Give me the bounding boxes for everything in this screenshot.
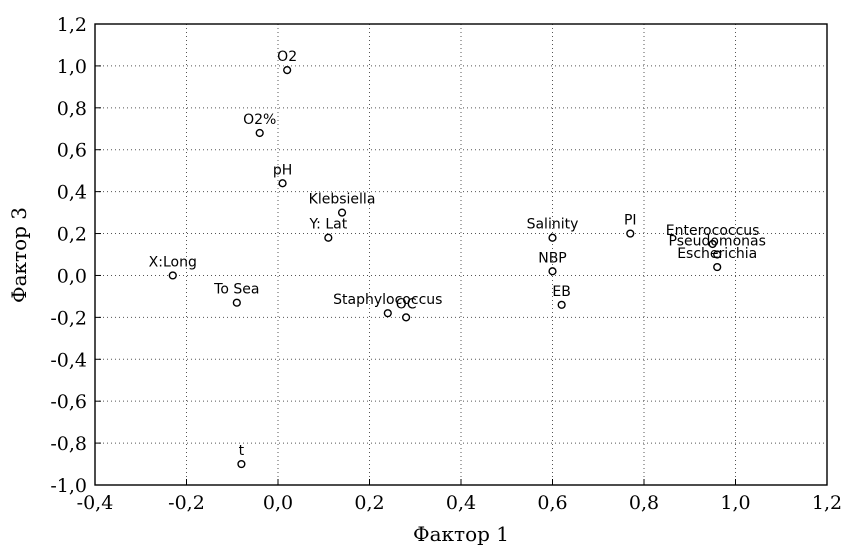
data-point bbox=[324, 233, 333, 242]
data-point-label: To Sea bbox=[213, 282, 259, 298]
y-tick-label: -0,4 bbox=[50, 349, 87, 371]
data-point-label: O2% bbox=[243, 112, 276, 128]
x-tick-label: 1,2 bbox=[812, 492, 842, 514]
data-point bbox=[255, 128, 264, 138]
x-tick-label: 1,0 bbox=[720, 492, 750, 514]
data-points: O2 O2% pH Klebsiella Y: Lat X:Long To Sea Staph… bbox=[149, 49, 766, 469]
data-point bbox=[626, 229, 635, 238]
x-tick-label: -0,2 bbox=[168, 492, 205, 514]
y-tick-label: 1,0 bbox=[57, 56, 87, 78]
y-tick-label: 0,2 bbox=[57, 224, 87, 246]
data-point bbox=[548, 233, 557, 242]
y-tick-label: -1,0 bbox=[50, 475, 87, 497]
x-tick-label: 0,0 bbox=[263, 492, 293, 514]
data-point-label: pH bbox=[273, 162, 292, 178]
data-point-label: Salinity bbox=[527, 217, 579, 233]
x-tick-label: 0,2 bbox=[354, 492, 384, 514]
data-point-label: Pseudomonas bbox=[669, 234, 766, 250]
data-point-label: EB bbox=[552, 284, 570, 300]
grid bbox=[95, 24, 827, 485]
plot-frame bbox=[94, 23, 828, 486]
axis-ticks: -0,4 -0,2 0,0 0,2 0,4 0,6 0,8 1,0 1,2 1,2 1,0 0,8 0,… bbox=[50, 14, 842, 514]
x-tick-label: -0,4 bbox=[77, 492, 114, 514]
y-tick-label: 1,2 bbox=[57, 14, 87, 36]
data-point-label: NBP bbox=[538, 250, 567, 266]
data-point-label: PI bbox=[624, 213, 637, 229]
data-point bbox=[548, 267, 557, 276]
data-point bbox=[283, 65, 292, 75]
data-point bbox=[708, 239, 717, 249]
data-point-label: Klebsiella bbox=[309, 192, 376, 208]
data-point bbox=[383, 309, 392, 318]
data-point bbox=[713, 250, 722, 259]
y-tick-label: 0,4 bbox=[57, 182, 87, 204]
data-point-label: Staphylococcus bbox=[333, 292, 442, 308]
data-point-label: t bbox=[239, 443, 245, 459]
y-tick-label: -0,2 bbox=[50, 307, 87, 329]
y-tick-label: 0,8 bbox=[57, 98, 87, 120]
x-tick-label: 0,8 bbox=[629, 492, 659, 514]
data-point bbox=[237, 459, 246, 469]
y-tick-label: 0,0 bbox=[57, 265, 87, 287]
data-point bbox=[557, 300, 566, 309]
x-tick-label: 0,6 bbox=[537, 492, 567, 514]
data-point bbox=[713, 262, 722, 272]
data-point bbox=[168, 271, 177, 280]
data-point-label: OC bbox=[396, 296, 417, 312]
y-tick-label: -0,6 bbox=[50, 391, 87, 413]
data-point-label: Escherichia bbox=[677, 246, 757, 262]
data-point-label: Y: Lat bbox=[308, 217, 347, 233]
y-axis-title: Фактор 3 bbox=[7, 207, 31, 303]
y-tick-label: -0,8 bbox=[50, 433, 87, 455]
data-point-label: Enterococcus bbox=[666, 223, 760, 239]
data-point bbox=[278, 179, 287, 188]
data-point bbox=[402, 313, 411, 322]
x-tick-label: 0,4 bbox=[446, 492, 476, 514]
data-point bbox=[232, 298, 241, 307]
data-point-label: O2 bbox=[277, 49, 297, 65]
y-tick-label: 0,6 bbox=[57, 140, 87, 162]
data-point bbox=[337, 208, 347, 217]
x-axis-title: Фактор 1 bbox=[413, 522, 509, 546]
data-point-label: X:Long bbox=[149, 254, 197, 270]
